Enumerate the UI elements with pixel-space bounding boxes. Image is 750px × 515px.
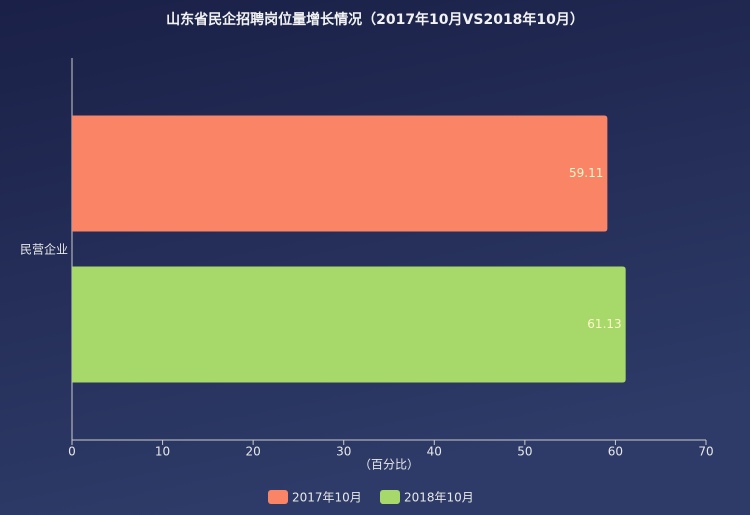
x-tick-label: 0 bbox=[68, 445, 76, 459]
x-tick-label: 20 bbox=[246, 445, 261, 459]
x-tick-label: 60 bbox=[608, 445, 623, 459]
bar bbox=[72, 115, 608, 232]
legend-swatch bbox=[380, 490, 400, 504]
x-axis-label: （百分比） bbox=[359, 458, 419, 472]
x-tick-label: 50 bbox=[517, 445, 532, 459]
data-label: 59.11 bbox=[569, 166, 603, 180]
y-tick-label: 民营企业 bbox=[20, 242, 68, 257]
x-tick-label: 70 bbox=[698, 445, 713, 459]
bar bbox=[72, 266, 626, 383]
x-tick-label: 10 bbox=[155, 445, 170, 459]
legend-label: 2018年10月 bbox=[404, 491, 474, 505]
legend-label: 2017年10月 bbox=[292, 491, 362, 505]
chart-title: 山东省民企招聘岗位量增长情况（2017年10月VS2018年10月） bbox=[166, 11, 584, 28]
x-tick-label: 30 bbox=[336, 445, 351, 459]
legend-swatch bbox=[268, 490, 288, 504]
data-label: 61.13 bbox=[587, 317, 621, 331]
x-tick-label: 40 bbox=[427, 445, 442, 459]
